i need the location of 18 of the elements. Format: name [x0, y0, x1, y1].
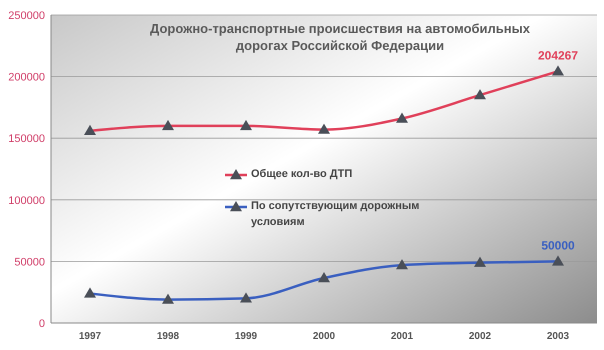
data-label: 50000 — [541, 238, 576, 252]
y-tick-label: 250000 — [8, 10, 45, 22]
x-tick-label: 2000 — [312, 331, 336, 342]
x-tick-label: 2002 — [468, 331, 492, 342]
y-tick-label: 50000 — [14, 256, 45, 268]
y-tick-label: 150000 — [8, 133, 45, 146]
legend-label: Общее кол-во ДТП — [251, 167, 354, 182]
legend-label: По сопутствующим дорожным условиям — [251, 199, 420, 230]
x-tick-label: 2003 — [546, 331, 570, 342]
y-tick-label: 0 — [38, 318, 45, 330]
text: Дорожно-транспортные происшествия на автомобильных дорогах Российской Федерации — [150, 20, 530, 54]
y-tick-label: 100000 — [8, 194, 45, 207]
x-tick-label: 2001 — [390, 331, 414, 342]
x-tick-label: 1998 — [156, 331, 180, 342]
y-tick-label: 200000 — [8, 72, 45, 84]
x-tick-label: 1997 — [78, 331, 102, 342]
data-label: 204267 — [538, 48, 578, 62]
x-tick-label: 1999 — [234, 331, 258, 342]
